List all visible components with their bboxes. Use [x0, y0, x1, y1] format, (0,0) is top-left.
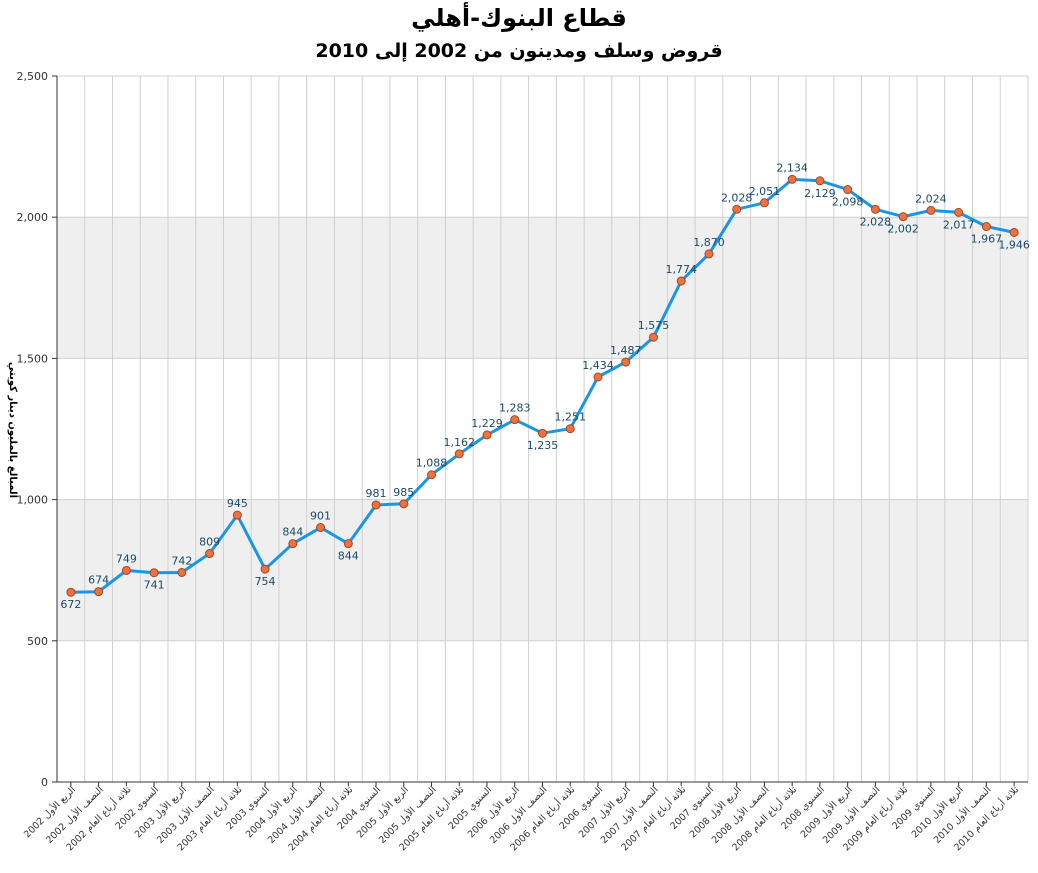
data-point [870, 204, 880, 214]
data-label: 945 [227, 497, 248, 510]
data-label: 1,434 [582, 359, 614, 372]
y-axis-label: المبالغ بالمليون دينار كويتي [7, 362, 18, 498]
data-point [593, 372, 603, 382]
data-point [66, 587, 76, 597]
y-tick-label: 1,000 [17, 494, 49, 507]
data-point [343, 539, 353, 549]
data-point [704, 249, 714, 259]
data-point [94, 587, 104, 597]
y-tick-label: 2,000 [17, 211, 49, 224]
data-label: 1,235 [527, 439, 559, 452]
data-label: 2,051 [749, 185, 781, 198]
data-label: 1,870 [693, 236, 725, 249]
data-point [288, 539, 298, 549]
y-tick-label: 500 [27, 635, 48, 648]
data-point [843, 185, 853, 195]
data-label: 2,002 [887, 223, 919, 236]
data-point [399, 499, 409, 509]
data-point [371, 500, 381, 510]
chart-title: قطاع البنوك-أهلي [411, 4, 627, 32]
data-label: 749 [116, 552, 137, 565]
data-label: 809 [199, 536, 220, 549]
grid-band [57, 499, 1028, 641]
data-point [205, 549, 215, 559]
data-point [981, 222, 991, 232]
data-point [759, 198, 769, 208]
data-point [815, 176, 825, 186]
data-label: 844 [338, 550, 359, 563]
data-label: 1,088 [416, 457, 448, 470]
data-label: 2,098 [832, 196, 864, 209]
data-point [454, 449, 464, 459]
data-point [565, 424, 575, 434]
data-label: 985 [393, 486, 414, 499]
data-point [954, 207, 964, 217]
data-label: 2,017 [943, 218, 975, 231]
data-label: 1,967 [971, 233, 1003, 246]
data-label: 901 [310, 510, 331, 523]
data-label: 754 [255, 575, 276, 588]
data-label: 674 [88, 574, 109, 587]
data-point [427, 470, 437, 480]
data-point [898, 212, 908, 222]
data-label: 2,024 [915, 192, 947, 205]
data-label: 2,134 [776, 161, 808, 174]
data-label: 1,251 [554, 411, 586, 424]
data-label: 1,487 [610, 344, 642, 357]
data-label: 1,774 [665, 263, 697, 276]
data-label: 981 [366, 487, 387, 500]
y-tick-label: 2,500 [17, 70, 49, 83]
data-point [316, 523, 326, 533]
data-point [926, 205, 936, 215]
data-label: 2,129 [804, 187, 836, 200]
data-point [482, 430, 492, 440]
data-point [621, 357, 631, 367]
data-point [787, 174, 797, 184]
data-point [1009, 227, 1019, 237]
data-label: 2,028 [860, 215, 892, 228]
data-point [232, 510, 242, 520]
data-point [260, 564, 270, 574]
data-label: 1,162 [444, 436, 476, 449]
data-point [538, 428, 547, 438]
data-label: 742 [171, 554, 192, 567]
grid-band [57, 217, 1028, 359]
data-label: 1,283 [499, 402, 531, 415]
data-label: 844 [282, 526, 303, 539]
data-point [648, 332, 658, 342]
data-label: 1,946 [998, 238, 1030, 251]
data-point [177, 567, 187, 577]
data-label: 741 [144, 579, 165, 592]
data-label: 2,028 [721, 191, 753, 204]
data-label: 1,575 [638, 319, 670, 332]
data-point [732, 204, 742, 214]
data-point [510, 415, 520, 425]
data-point [149, 568, 159, 578]
data-label: 1,229 [471, 417, 503, 430]
chart-subtitle: قروض وسلف ومدينون من 2002 إلى 2010 [315, 40, 723, 62]
data-point [121, 565, 131, 575]
data-label: 672 [60, 598, 81, 611]
y-tick-label: 0 [41, 776, 48, 789]
y-tick-label: 1,500 [17, 352, 49, 365]
data-point [676, 276, 686, 286]
